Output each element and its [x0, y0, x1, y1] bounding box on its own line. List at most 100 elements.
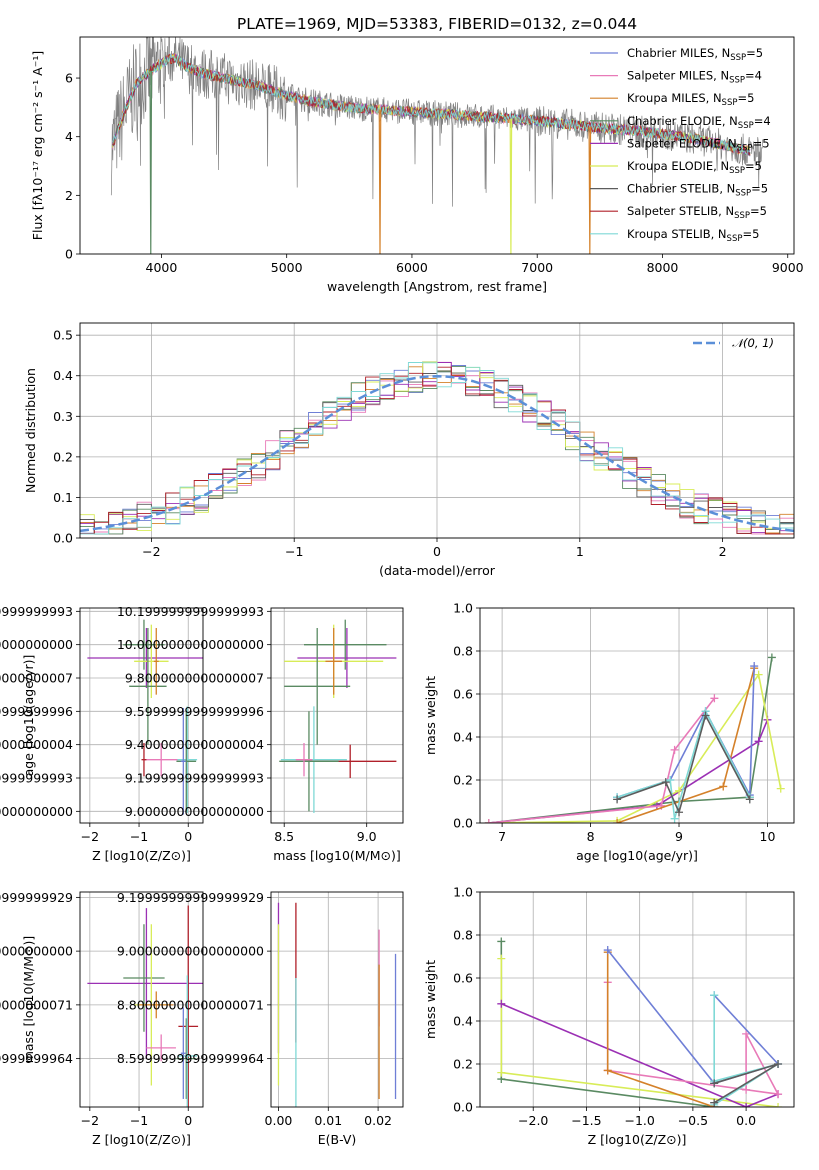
weight-line	[488, 672, 782, 823]
panel-age-vs-mass: 8.5 9.0 9.0000000000000000 9.19999999999999…	[117, 604, 404, 863]
legend-tail: =5	[751, 182, 768, 196]
weight-marker	[497, 999, 506, 1008]
legend-subscript: SSP	[729, 76, 745, 86]
y-tick-label: 10.1999999999999993	[117, 604, 264, 619]
legend-normal-label: 𝒩(0, 1)	[732, 336, 774, 350]
legend-subscript: SSP	[737, 143, 753, 153]
y-tick-label: 9.19999999999999929	[117, 890, 264, 905]
y-tick-label: 9.00000000000000000	[117, 944, 264, 959]
x-axis-label: age [log10(age/yr)]	[576, 848, 698, 863]
panel-weight-vs-Z: −2.0 −1.5 −1.0 −0.5 0.0 0.0 0.2 0.4 0.6 0.8 1.0 Z […	[423, 885, 795, 1147]
y-tick-label: 0.2	[53, 449, 73, 464]
weight-marker	[745, 795, 754, 804]
x-tick-label: −1.5	[571, 1113, 601, 1128]
weight-marker	[701, 711, 710, 720]
legend-tail: =5	[753, 136, 770, 150]
y-tick-label: 9.5999999999999996	[125, 704, 264, 719]
weight-marker	[675, 786, 684, 795]
y-tick-label: 9.1999999999999993	[125, 771, 264, 786]
x-tick-label: 8.5	[274, 829, 294, 844]
legend-tail: =5	[750, 204, 767, 218]
y-tick-label: 0.3	[53, 409, 73, 424]
panel-mass-vs-EBV: 0.00 0.01 0.02 8.59999999999999964 8.8000000…	[117, 890, 404, 1147]
y-tick-label: 0.0	[53, 531, 73, 546]
x-tick-label: −1.0	[624, 1113, 654, 1128]
x-tick-label: 0	[184, 829, 192, 844]
axes-frame	[270, 891, 404, 1108]
y-tick-label: 8.80000000000000071	[117, 997, 264, 1012]
y-tick-label: 0.2	[453, 1057, 473, 1072]
weight-marker	[742, 1029, 751, 1038]
y-tick-label: 0.6	[453, 687, 473, 702]
weight-marker	[603, 946, 612, 955]
histogram-step-line	[80, 362, 794, 535]
x-tick-label: 6000	[396, 260, 428, 275]
y-tick-label: 9.8000000000000007	[0, 671, 73, 686]
legend-subscript: SSP	[738, 121, 754, 131]
axes-frame	[270, 607, 404, 824]
weight-marker	[710, 1098, 719, 1107]
y-tick-label: 1.0	[453, 885, 473, 900]
x-tick-label: −2	[81, 829, 99, 844]
x-tick-label: 0.02	[364, 1113, 392, 1128]
y-tick-label: 9.4000000000000004	[125, 737, 264, 752]
weight-marker	[613, 795, 622, 804]
legend-entry: Chabrier STELIB, NSSP=5	[627, 182, 768, 199]
x-axis-label: mass [log10(M/M⊙)]	[273, 848, 401, 863]
weight-marker	[613, 819, 622, 823]
y-tick-label: 10.0000000000000000	[117, 637, 264, 652]
x-tick-label: −1	[130, 829, 148, 844]
legend-tail: =4	[754, 114, 771, 128]
axes-frame	[479, 607, 795, 824]
x-axis-label: Z [log10(Z/Z⊙)]	[92, 848, 191, 863]
axes-frame	[479, 891, 795, 1108]
spectrum-lines	[110, 37, 764, 254]
x-tick-label: 0	[184, 1113, 192, 1128]
weight-marker	[742, 1085, 751, 1094]
weight-marker	[774, 1060, 783, 1068]
weight-line	[500, 941, 747, 1107]
y-axis-label: age [log10(age/yr)]	[21, 655, 36, 777]
x-tick-label: −2	[81, 1113, 99, 1128]
legend-entry: Chabrier ELODIE, NSSP=4	[627, 114, 771, 131]
panel-mass-vs-Z: −2 −1 0 8.59999999999999964 8.80000000000000…	[0, 890, 204, 1147]
weight-marker	[484, 819, 493, 823]
weight-lines	[497, 937, 783, 1107]
x-tick-label: 0.00	[265, 1113, 293, 1128]
y-tick-label: 10.0000000000000000	[0, 637, 73, 652]
weight-marker	[497, 937, 506, 946]
data-spectrum-line	[110, 37, 764, 207]
legend-text: Salpeter MILES, N	[627, 69, 729, 83]
y-tick-label: 4	[65, 129, 73, 144]
model-dip-line	[149, 70, 153, 254]
x-tick-label: 0.01	[314, 1113, 342, 1128]
y-tick-label: 9.00000000000000000	[0, 944, 73, 959]
y-tick-label: 6	[65, 71, 73, 86]
legend-text: Salpeter STELIB, N	[627, 204, 734, 218]
weight-marker	[776, 784, 785, 793]
legend-entry: Kroupa ELODIE, NSSP=5	[627, 159, 762, 176]
weight-marker	[497, 1068, 506, 1077]
legend-subscript: SSP	[730, 53, 746, 63]
weight-marker	[710, 694, 719, 703]
weight-marker	[754, 670, 763, 679]
weight-marker	[750, 662, 759, 671]
weight-lines	[484, 653, 785, 823]
y-tick-label: 9.0000000000000000	[0, 804, 73, 819]
legend-text: Chabrier STELIB, N	[627, 182, 735, 196]
y-tick-label: 0.4	[453, 730, 473, 745]
weight-marker	[774, 1103, 783, 1107]
x-tick-label: 0	[433, 544, 441, 559]
weight-marker	[670, 814, 679, 823]
y-tick-label: 0.4	[453, 1014, 473, 1029]
legend-subscript: SSP	[734, 211, 750, 221]
y-tick-label: 0.4	[53, 368, 73, 383]
y-tick-label: 0	[65, 247, 73, 262]
y-tick-label: 9.5999999999999996	[0, 704, 73, 719]
panel-spectrum: 4000 5000 6000 7000 8000 9000 0 2 4 6 wavelength […	[30, 36, 804, 294]
x-tick-label: 2	[719, 544, 727, 559]
x-tick-label: −2.0	[518, 1113, 548, 1128]
weight-marker	[710, 991, 719, 1000]
y-tick-label: 0.5	[53, 328, 73, 343]
